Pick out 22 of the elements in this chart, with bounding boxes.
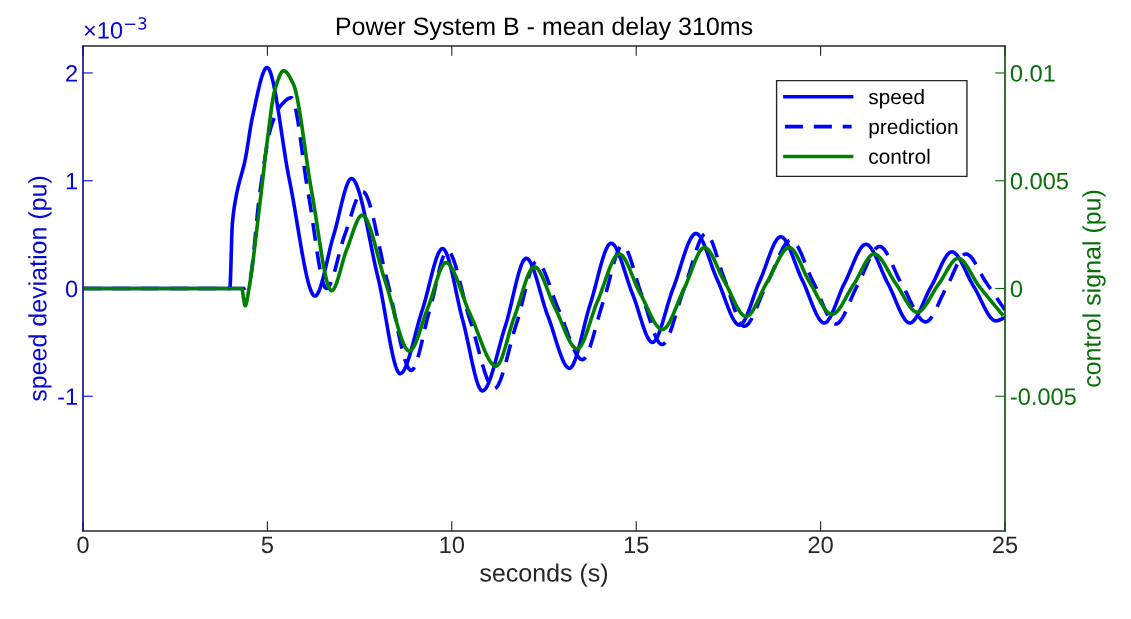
x-tick-label: 5 (261, 536, 273, 554)
y2-tick-label: 0 (1010, 280, 1023, 298)
legend-label: control (869, 148, 930, 164)
y-tick-label: 0 (65, 280, 78, 298)
legend-label: prediction (869, 118, 958, 139)
y2-tick-label: -0.005 (1010, 388, 1076, 406)
x-tick-label: 0 (77, 536, 89, 554)
x-tick-label: 20 (808, 536, 833, 554)
y2-tick-label: 0.005 (1010, 172, 1068, 190)
y-tick-label: 2 (66, 65, 77, 82)
y2-axis-title: control signal (pu) (1082, 190, 1106, 387)
x-axis-title: seconds (s) (480, 563, 608, 587)
y-tick-label: 1 (66, 173, 77, 190)
y-axis-title: speed deviation (pu) (28, 176, 52, 402)
x-tick-label: 15 (624, 536, 649, 554)
x-tick-label: 25 (993, 536, 1018, 554)
legend-label: speed (868, 89, 924, 109)
y-tick-label: -1 (58, 388, 77, 405)
text: ×10$^{−3}$ (84, 17, 147, 39)
y2-tick-label: 0.01 (1010, 65, 1055, 82)
chart-title: Power System B - mean delay 310ms (336, 16, 753, 41)
x-tick-label: 10 (440, 536, 465, 554)
